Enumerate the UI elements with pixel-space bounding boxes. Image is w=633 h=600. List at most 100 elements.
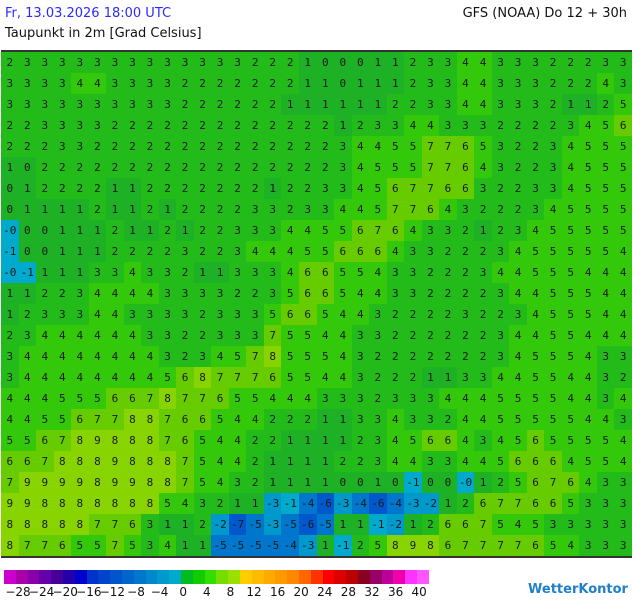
dewpoint-value: 4 (88, 73, 107, 94)
dewpoint-value: 3 (158, 73, 177, 94)
dewpoint-value: 8 (1, 535, 19, 556)
dewpoint-value: 5 (71, 535, 89, 556)
dewpoint-value: 4 (106, 283, 124, 304)
dewpoint-value: 3 (211, 283, 229, 304)
dewpoint-value: 3 (526, 94, 545, 115)
dewpoint-value: 5 (334, 220, 352, 241)
dewpoint-value: 1 (334, 94, 352, 115)
dewpoint-value: 4 (53, 325, 72, 346)
dewpoint-value: 2 (474, 346, 492, 367)
dewpoint-value: 4 (281, 220, 299, 241)
dewpoint-value: 8 (141, 451, 159, 472)
dewpoint-value: 3 (421, 451, 440, 472)
dewpoint-value: 4 (211, 346, 229, 367)
dewpoint-value: 9 (53, 472, 72, 493)
dewpoint-value: 3 (141, 262, 159, 283)
dewpoint-value: 3 (106, 73, 124, 94)
dewpoint-value: 5 (544, 325, 562, 346)
dewpoint-value: 3 (158, 262, 177, 283)
dewpoint-value: 9 (88, 430, 107, 451)
dewpoint-value: 4 (579, 325, 597, 346)
dewpoint-value: 8 (106, 493, 124, 514)
dewpoint-value: 4 (614, 325, 632, 346)
dewpoint-value: 3 (439, 220, 457, 241)
dewpoint-value: 2 (263, 409, 282, 430)
dewpoint-value: 3 (53, 115, 72, 136)
dewpoint-value: 5 (561, 199, 580, 220)
legend-swatch (15, 570, 28, 584)
dewpoint-value: 3 (228, 241, 247, 262)
dewpoint-value: 6 (526, 451, 545, 472)
dewpoint-value: 5 (579, 451, 597, 472)
dewpoint-value: 3 (561, 514, 580, 535)
dewpoint-value: 2 (281, 409, 299, 430)
dewpoint-value: 2 (211, 73, 229, 94)
dewpoint-value: 7 (88, 409, 107, 430)
dewpoint-value: 1 (263, 472, 282, 493)
dewpoint-value: 5 (544, 262, 562, 283)
dewpoint-value: 3 (316, 199, 335, 220)
dewpoint-value: 1 (316, 430, 335, 451)
dewpoint-value: 4 (141, 367, 159, 388)
dewpoint-value: 4 (509, 241, 527, 262)
dewpoint-value: 7 (228, 367, 247, 388)
dewpoint-value: 3 (71, 52, 89, 73)
dewpoint-value: 3 (439, 73, 457, 94)
dewpoint-value: 4 (456, 409, 475, 430)
dewpoint-value: 3 (158, 346, 177, 367)
dewpoint-value: 4 (579, 115, 597, 136)
dewpoint-value: 5 (561, 409, 580, 430)
dewpoint-value: 3 (1, 94, 19, 115)
dewpoint-value: 4 (281, 388, 299, 409)
legend-ticks: −28 −24 −20 −16 −12 −8 −4 0 4 8 12 16 20 24 28 32 36 40 (4, 585, 514, 599)
dewpoint-value: 2 (1, 136, 19, 157)
dewpoint-value: 4 (579, 388, 597, 409)
dewpoint-value: 3 (404, 262, 422, 283)
dewpoint-value: 2 (474, 325, 492, 346)
dewpoint-value: 3 (158, 94, 177, 115)
dewpoint-value: 4 (369, 283, 387, 304)
dewpoint-value: 6 (18, 451, 37, 472)
legend-swatch (86, 570, 99, 584)
dewpoint-value: -1 (18, 262, 37, 283)
dewpoint-value: 2 (456, 262, 475, 283)
dewpoint-value: 1 (36, 262, 54, 283)
legend-tick: 8 (226, 585, 235, 599)
dewpoint-value: 2 (193, 304, 212, 325)
dewpoint-value: 4 (316, 325, 335, 346)
dewpoint-value: 3 (316, 178, 335, 199)
dewpoint-value: 8 (36, 493, 54, 514)
dewpoint-value: 2 (281, 199, 299, 220)
dewpoint-value: 8 (88, 493, 107, 514)
dewpoint-value: -3 (263, 514, 282, 535)
dewpoint-value: 6 (439, 514, 457, 535)
dewpoint-value: 3 (228, 304, 247, 325)
dewpoint-value: 4 (544, 199, 562, 220)
dewpoint-value: 5 (491, 409, 510, 430)
dewpoint-value: 2 (211, 115, 229, 136)
dewpoint-value: 2 (18, 304, 37, 325)
dewpoint-value: -5 (316, 514, 335, 535)
dewpoint-value: 5 (579, 283, 597, 304)
dewpoint-value: -2 (211, 514, 229, 535)
dewpoint-value: 2 (509, 199, 527, 220)
dewpoint-value: 3 (404, 388, 422, 409)
dewpoint-value: 1 (53, 220, 72, 241)
dewpoint-value: 2 (404, 367, 422, 388)
dewpoint-value: 4 (561, 178, 580, 199)
dewpoint-value: 3 (193, 493, 212, 514)
dewpoint-value: 3 (36, 115, 54, 136)
dewpoint-value: 7 (439, 136, 457, 157)
legend-swatch (275, 570, 288, 584)
dewpoint-value: 4 (474, 94, 492, 115)
dewpoint-value: 4 (123, 325, 142, 346)
dewpoint-value: 2 (123, 115, 142, 136)
dewpoint-value: 0 (334, 472, 352, 493)
dewpoint-value: 6 (439, 535, 457, 556)
dewpoint-value: 5 (544, 304, 562, 325)
dewpoint-value: 2 (404, 346, 422, 367)
dewpoint-value: 7 (509, 493, 527, 514)
dewpoint-value: 5 (474, 136, 492, 157)
dewpoint-value: 5 (596, 199, 615, 220)
dewpoint-value: 2 (246, 178, 264, 199)
